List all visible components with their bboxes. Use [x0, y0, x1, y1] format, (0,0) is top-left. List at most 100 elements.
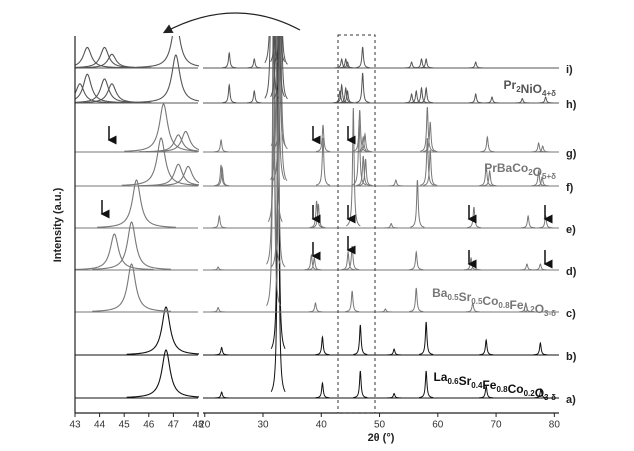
peak	[479, 338, 494, 356]
peak	[409, 287, 424, 313]
peak	[518, 301, 533, 313]
trace-label: b)	[566, 351, 577, 363]
inset-peak	[92, 263, 171, 312]
peak	[273, 36, 288, 100]
peak	[515, 97, 530, 104]
peak	[414, 57, 429, 69]
trace-label: e)	[566, 224, 576, 236]
peak	[419, 321, 434, 355]
peak	[414, 86, 429, 104]
peak	[353, 370, 368, 399]
trace-label: f)	[566, 182, 574, 194]
peak	[419, 57, 434, 69]
peak	[222, 51, 237, 69]
peak	[387, 392, 402, 399]
peak	[533, 263, 548, 271]
peak	[215, 166, 230, 187]
zoom-arrow	[162, 12, 301, 34]
peak	[345, 290, 360, 313]
peak	[308, 301, 323, 313]
peak	[273, 36, 288, 150]
peak	[272, 36, 288, 182]
inset-peak	[75, 78, 144, 104]
peak	[468, 61, 483, 69]
peak	[468, 92, 483, 104]
peak-arrows	[100, 126, 553, 269]
peak	[464, 256, 479, 271]
trace-label: g)	[566, 148, 577, 160]
peak	[482, 169, 497, 187]
peak	[222, 83, 237, 104]
peak	[466, 206, 481, 229]
peak	[315, 124, 331, 153]
peak	[519, 263, 534, 271]
inset-peak	[75, 46, 127, 69]
inset-peak	[124, 103, 199, 152]
peak	[358, 158, 373, 187]
inset-peak	[121, 137, 199, 186]
peak	[484, 96, 500, 104]
peak	[315, 335, 330, 356]
peak	[535, 145, 550, 153]
x-tick-label: 50	[374, 420, 386, 431]
peak	[387, 348, 402, 356]
peak	[212, 214, 227, 229]
peak	[334, 57, 349, 69]
peak	[355, 46, 370, 69]
peak	[315, 381, 330, 399]
peak	[340, 61, 355, 69]
inset-x-tick-label: 43	[69, 420, 81, 431]
peak	[404, 61, 419, 69]
x-tick-label: 70	[491, 420, 503, 431]
trace-label: i)	[566, 64, 573, 76]
main-panel	[203, 36, 559, 399]
peak	[270, 36, 286, 62]
inset-panel	[75, 36, 199, 399]
peak	[521, 214, 536, 229]
peak	[266, 36, 281, 306]
peak	[480, 135, 495, 153]
inset-peak	[138, 134, 199, 153]
peak	[533, 341, 548, 356]
peak	[465, 301, 480, 313]
material-label: La0.6Sr0.4Fe0.8Co0.2O3-δ	[433, 370, 556, 402]
peak	[214, 138, 229, 153]
inset-peak	[97, 179, 176, 228]
peak	[479, 164, 494, 187]
peak	[420, 106, 435, 152]
peak	[247, 89, 262, 104]
inset-peak	[136, 36, 199, 68]
inset-peak	[136, 54, 199, 103]
peak	[420, 137, 435, 186]
material-label: PrBaCo2O5+δ	[484, 161, 556, 181]
peak	[378, 308, 393, 313]
x-tick-label: 80	[549, 420, 561, 431]
peak	[270, 36, 286, 97]
peak	[419, 370, 434, 399]
y-axis-label: Intensity (a.u.)	[52, 187, 64, 262]
peak	[479, 384, 494, 399]
peak	[353, 324, 368, 355]
peak	[304, 253, 319, 271]
inset-x-tick-label: 46	[143, 420, 155, 431]
peak	[315, 137, 331, 186]
material-label: Ba0.5Sr0.5Co0.8Fe0.2O3-δ	[432, 286, 556, 318]
peak	[356, 155, 371, 186]
x-tick-label: 40	[316, 420, 328, 431]
inset-peak	[75, 83, 120, 104]
traces	[75, 36, 559, 399]
x-tick-label: 30	[257, 420, 269, 431]
inset-x-tick-label: 47	[168, 420, 180, 431]
peak	[357, 132, 373, 153]
zoom-box	[337, 34, 376, 414]
peak	[270, 36, 286, 180]
material-label: Pr2NiO4+δ	[504, 78, 557, 98]
peak	[270, 36, 286, 146]
trace-label: d)	[566, 266, 577, 278]
peak	[531, 141, 546, 153]
peak	[266, 36, 281, 265]
trace-label: h)	[566, 99, 577, 111]
peak	[214, 346, 229, 356]
inset-peak	[75, 73, 127, 104]
